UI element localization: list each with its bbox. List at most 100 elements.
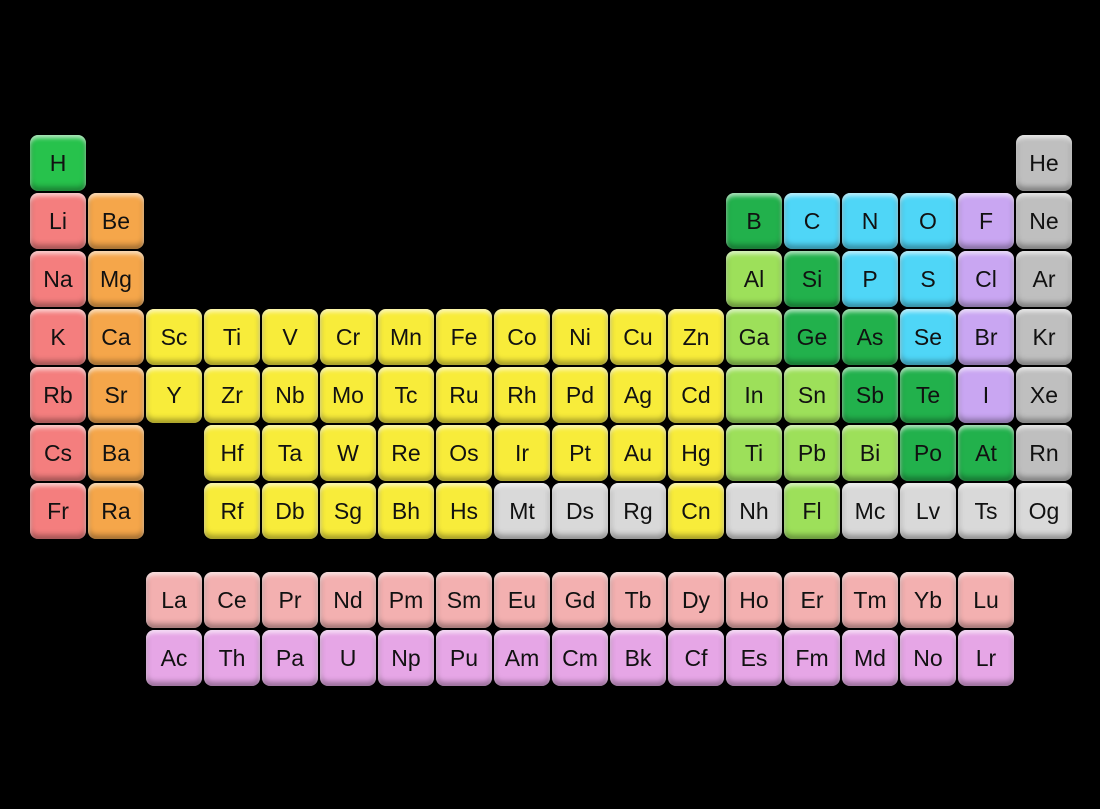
element-symbol: Ra bbox=[101, 498, 130, 525]
element-pd: Pd bbox=[552, 367, 608, 423]
element-symbol: Se bbox=[914, 324, 942, 351]
element-symbol: Th bbox=[219, 645, 246, 672]
element-symbol: Ru bbox=[449, 382, 478, 409]
element-b: B bbox=[726, 193, 782, 249]
element-symbol: Ce bbox=[217, 587, 246, 614]
element-symbol: Er bbox=[801, 587, 824, 614]
element-rg: Rg bbox=[610, 483, 666, 539]
element-symbol: Rg bbox=[623, 498, 652, 525]
element-symbol: Pa bbox=[276, 645, 304, 672]
element-h: H bbox=[30, 135, 86, 191]
element-symbol: Lr bbox=[976, 645, 996, 672]
element-lv: Lv bbox=[900, 483, 956, 539]
element-symbol: Np bbox=[391, 645, 420, 672]
element-symbol: Bi bbox=[860, 440, 880, 467]
element-na: Na bbox=[30, 251, 86, 307]
element-at: At bbox=[958, 425, 1014, 481]
element-cl: Cl bbox=[958, 251, 1014, 307]
element-fr: Fr bbox=[30, 483, 86, 539]
periodic-table: HHeLiBeBCNOFNeNaMgAlSiPSClArKCaScTiVCrMn… bbox=[0, 0, 1100, 809]
element-ar: Ar bbox=[1016, 251, 1072, 307]
element-w: W bbox=[320, 425, 376, 481]
element-db: Db bbox=[262, 483, 318, 539]
element-symbol: Ti bbox=[223, 324, 241, 351]
element-symbol: Tb bbox=[625, 587, 652, 614]
element-symbol: N bbox=[862, 208, 879, 235]
element-symbol: F bbox=[979, 208, 993, 235]
element-symbol: Nd bbox=[333, 587, 362, 614]
element-ti: Ti bbox=[726, 425, 782, 481]
element-p: P bbox=[842, 251, 898, 307]
element-symbol: Bh bbox=[392, 498, 420, 525]
element-symbol: Ar bbox=[1033, 266, 1056, 293]
element-symbol: W bbox=[337, 440, 359, 467]
element-symbol: Xe bbox=[1030, 382, 1058, 409]
element-os: Os bbox=[436, 425, 492, 481]
element-eu: Eu bbox=[494, 572, 550, 628]
element-symbol: Te bbox=[916, 382, 940, 409]
element-symbol: Gd bbox=[565, 587, 596, 614]
element-hf: Hf bbox=[204, 425, 260, 481]
element-zr: Zr bbox=[204, 367, 260, 423]
element-symbol: Bk bbox=[625, 645, 652, 672]
element-symbol: Cl bbox=[975, 266, 997, 293]
element-ti: Ti bbox=[204, 309, 260, 365]
element-symbol: Tm bbox=[853, 587, 886, 614]
element-np: Np bbox=[378, 630, 434, 686]
element-la: La bbox=[146, 572, 202, 628]
element-sm: Sm bbox=[436, 572, 492, 628]
element-symbol: C bbox=[804, 208, 821, 235]
element-nb: Nb bbox=[262, 367, 318, 423]
element-ta: Ta bbox=[262, 425, 318, 481]
element-nh: Nh bbox=[726, 483, 782, 539]
element-rb: Rb bbox=[30, 367, 86, 423]
element-symbol: U bbox=[340, 645, 357, 672]
element-symbol: Pt bbox=[569, 440, 591, 467]
element-symbol: Pm bbox=[389, 587, 424, 614]
element-symbol: Ho bbox=[739, 587, 768, 614]
element-lr: Lr bbox=[958, 630, 1014, 686]
element-ni: Ni bbox=[552, 309, 608, 365]
element-symbol: Fr bbox=[47, 498, 69, 525]
element-symbol: Cd bbox=[681, 382, 710, 409]
element-bk: Bk bbox=[610, 630, 666, 686]
element-kr: Kr bbox=[1016, 309, 1072, 365]
element-symbol: Og bbox=[1029, 498, 1060, 525]
element-symbol: Ca bbox=[101, 324, 130, 351]
element-symbol: S bbox=[920, 266, 935, 293]
element-cn: Cn bbox=[668, 483, 724, 539]
element-symbol: At bbox=[975, 440, 997, 467]
element-symbol: Cr bbox=[336, 324, 360, 351]
element-symbol: Dy bbox=[682, 587, 710, 614]
element-symbol: Db bbox=[275, 498, 304, 525]
element-ts: Ts bbox=[958, 483, 1014, 539]
element-symbol: Pr bbox=[279, 587, 302, 614]
element-am: Am bbox=[494, 630, 550, 686]
element-symbol: Mt bbox=[509, 498, 535, 525]
element-fm: Fm bbox=[784, 630, 840, 686]
element-symbol: Sr bbox=[105, 382, 128, 409]
f-block-grid: LaCePrNdPmSmEuGdTbDyHoErTmYbLuAcThPaUNpP… bbox=[146, 572, 1014, 686]
element-symbol: O bbox=[919, 208, 937, 235]
element-symbol: Co bbox=[507, 324, 536, 351]
element-symbol: Na bbox=[43, 266, 72, 293]
element-symbol: Y bbox=[166, 382, 181, 409]
element-symbol: Ta bbox=[278, 440, 302, 467]
element-lu: Lu bbox=[958, 572, 1014, 628]
element-he: He bbox=[1016, 135, 1072, 191]
element-co: Co bbox=[494, 309, 550, 365]
element-sc: Sc bbox=[146, 309, 202, 365]
element-o: O bbox=[900, 193, 956, 249]
element-cm: Cm bbox=[552, 630, 608, 686]
element-rn: Rn bbox=[1016, 425, 1072, 481]
element-pu: Pu bbox=[436, 630, 492, 686]
element-symbol: Ts bbox=[975, 498, 998, 525]
element-symbol: Sc bbox=[161, 324, 188, 351]
element-symbol: Lv bbox=[916, 498, 940, 525]
element-bi: Bi bbox=[842, 425, 898, 481]
element-symbol: Ne bbox=[1029, 208, 1058, 235]
element-symbol: Ac bbox=[161, 645, 188, 672]
element-symbol: Cu bbox=[623, 324, 652, 351]
element-u: U bbox=[320, 630, 376, 686]
element-symbol: Sm bbox=[447, 587, 482, 614]
